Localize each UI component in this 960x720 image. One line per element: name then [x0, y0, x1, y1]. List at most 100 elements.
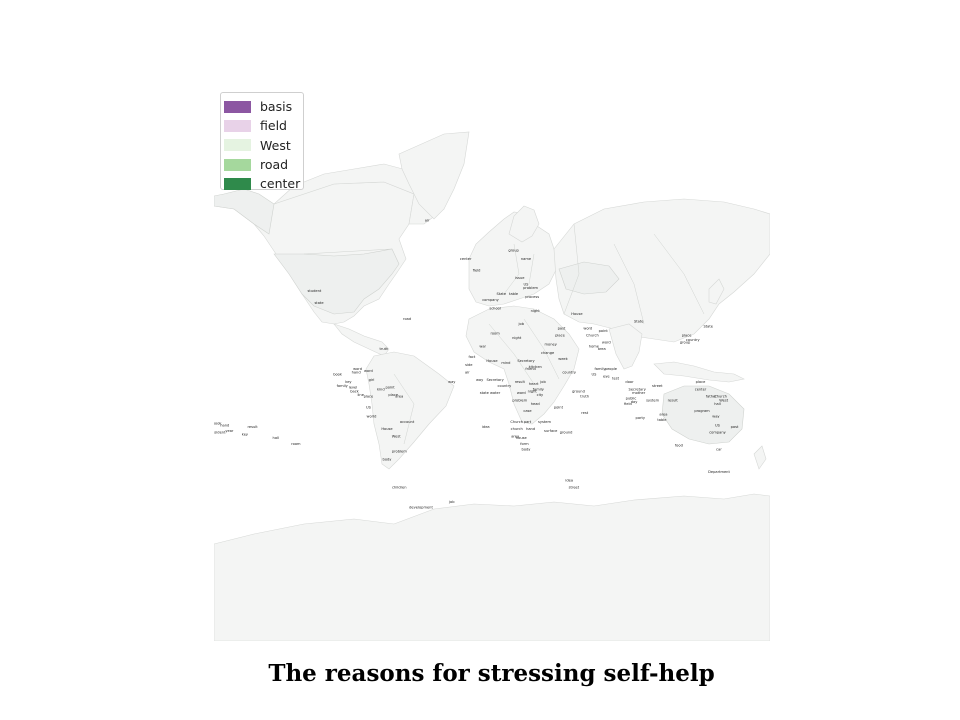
map-label: hall — [273, 436, 279, 440]
map-label: road — [403, 317, 411, 321]
map-label: Church — [586, 334, 599, 338]
map-label: side — [465, 363, 473, 367]
map-label: Department — [708, 470, 730, 474]
map-label: table — [509, 292, 519, 296]
map-label: US — [366, 405, 372, 409]
south-america-landmass — [365, 351, 455, 470]
map-label: book — [214, 422, 222, 426]
map-label: fact — [468, 355, 475, 359]
map-label: place — [682, 334, 692, 338]
map-label: friend — [525, 367, 536, 371]
map-label: center — [460, 257, 472, 261]
map-label: House — [381, 427, 393, 431]
map-label: group — [508, 249, 519, 253]
map-label: night — [528, 389, 538, 393]
map-label: result — [248, 425, 259, 429]
map-label: student — [308, 289, 322, 293]
map-label: back — [350, 389, 359, 393]
map-label: street — [652, 384, 663, 388]
india-landmass — [608, 323, 643, 370]
legend-swatch — [224, 100, 251, 113]
map-label: year — [225, 429, 234, 433]
map-label: point — [386, 386, 396, 390]
map-label: past — [558, 327, 566, 331]
map-label: idea — [482, 425, 490, 429]
legend-label: road — [260, 157, 289, 173]
map-label: problem — [512, 398, 527, 402]
map-label: heart — [529, 382, 539, 386]
legend-label: center — [260, 176, 301, 192]
map-label: body — [522, 448, 532, 452]
map-label: Church — [510, 420, 523, 424]
map-label: field — [473, 269, 481, 273]
legend-item: West — [224, 136, 303, 155]
map-label: word — [364, 369, 373, 373]
map-label: air — [425, 219, 430, 223]
map-label: system — [538, 420, 551, 424]
map-label: point — [599, 329, 609, 333]
map-label: way — [448, 380, 456, 384]
map-label: week — [558, 357, 568, 361]
map-label: Secretary — [486, 378, 504, 382]
map-label: hall — [714, 402, 720, 406]
map-label: place — [555, 334, 565, 338]
map-label: President — [214, 431, 226, 435]
map-label: world — [367, 414, 377, 418]
map-label: word — [517, 391, 526, 395]
map-label: company — [482, 298, 499, 302]
map-label: war — [479, 345, 486, 349]
map-label: eye — [603, 375, 610, 379]
map-label: job — [518, 322, 525, 326]
map-label: line — [357, 393, 364, 397]
map-label: table — [657, 418, 667, 422]
map-label: country — [498, 384, 513, 388]
map-label: room — [490, 331, 500, 335]
legend-swatch — [224, 119, 251, 132]
map-label: truth — [580, 395, 589, 399]
map-label: party — [636, 416, 646, 420]
map-label: US — [715, 423, 721, 427]
map-label: US — [591, 373, 597, 377]
map-label: area — [598, 347, 606, 351]
legend-swatch — [224, 158, 251, 171]
map-label: part — [524, 420, 532, 424]
world-map-canvas: aircenterfieldgroupnameissueUSproblemSta… — [214, 131, 770, 641]
legend-item: field — [224, 116, 303, 135]
map-labels: aircenterfieldgroupnameissueUSproblemSta… — [214, 219, 739, 510]
map-label: House — [571, 312, 583, 316]
map-label: country — [686, 338, 701, 342]
map-label: ground — [572, 389, 585, 393]
map-label: father — [706, 395, 717, 399]
map-label: State — [497, 292, 507, 296]
map-label: Secretary — [517, 359, 535, 363]
map-label: ground — [560, 431, 573, 435]
map-label: State — [703, 324, 713, 328]
map-label: form — [520, 442, 529, 446]
map-label: hand — [526, 427, 535, 431]
map-label: program — [694, 409, 710, 413]
map-label: word — [602, 340, 611, 344]
map-label: children — [392, 485, 406, 489]
map-label: past — [731, 425, 739, 429]
map-label: night — [531, 309, 541, 313]
map-label: point — [554, 405, 564, 409]
map-label: group — [680, 340, 691, 344]
country-borders — [303, 223, 705, 445]
legend-item: road — [224, 155, 303, 174]
map-label: West — [392, 434, 401, 438]
map-label: city — [537, 393, 544, 397]
map-label: truth — [379, 347, 388, 351]
map-label: book — [333, 373, 343, 377]
map-label: test — [612, 376, 619, 380]
land-layer — [214, 131, 770, 641]
map-label: change — [541, 351, 555, 355]
map-label: result — [668, 398, 679, 402]
map-label: area — [511, 434, 519, 438]
map-label: girl — [369, 378, 375, 382]
map-label: place — [388, 393, 398, 397]
map-label: state — [314, 301, 324, 305]
legend: basis field West road center — [220, 92, 304, 192]
map-label: kind — [377, 387, 385, 391]
map-label: country — [562, 371, 577, 375]
map-label: problem — [523, 286, 538, 290]
